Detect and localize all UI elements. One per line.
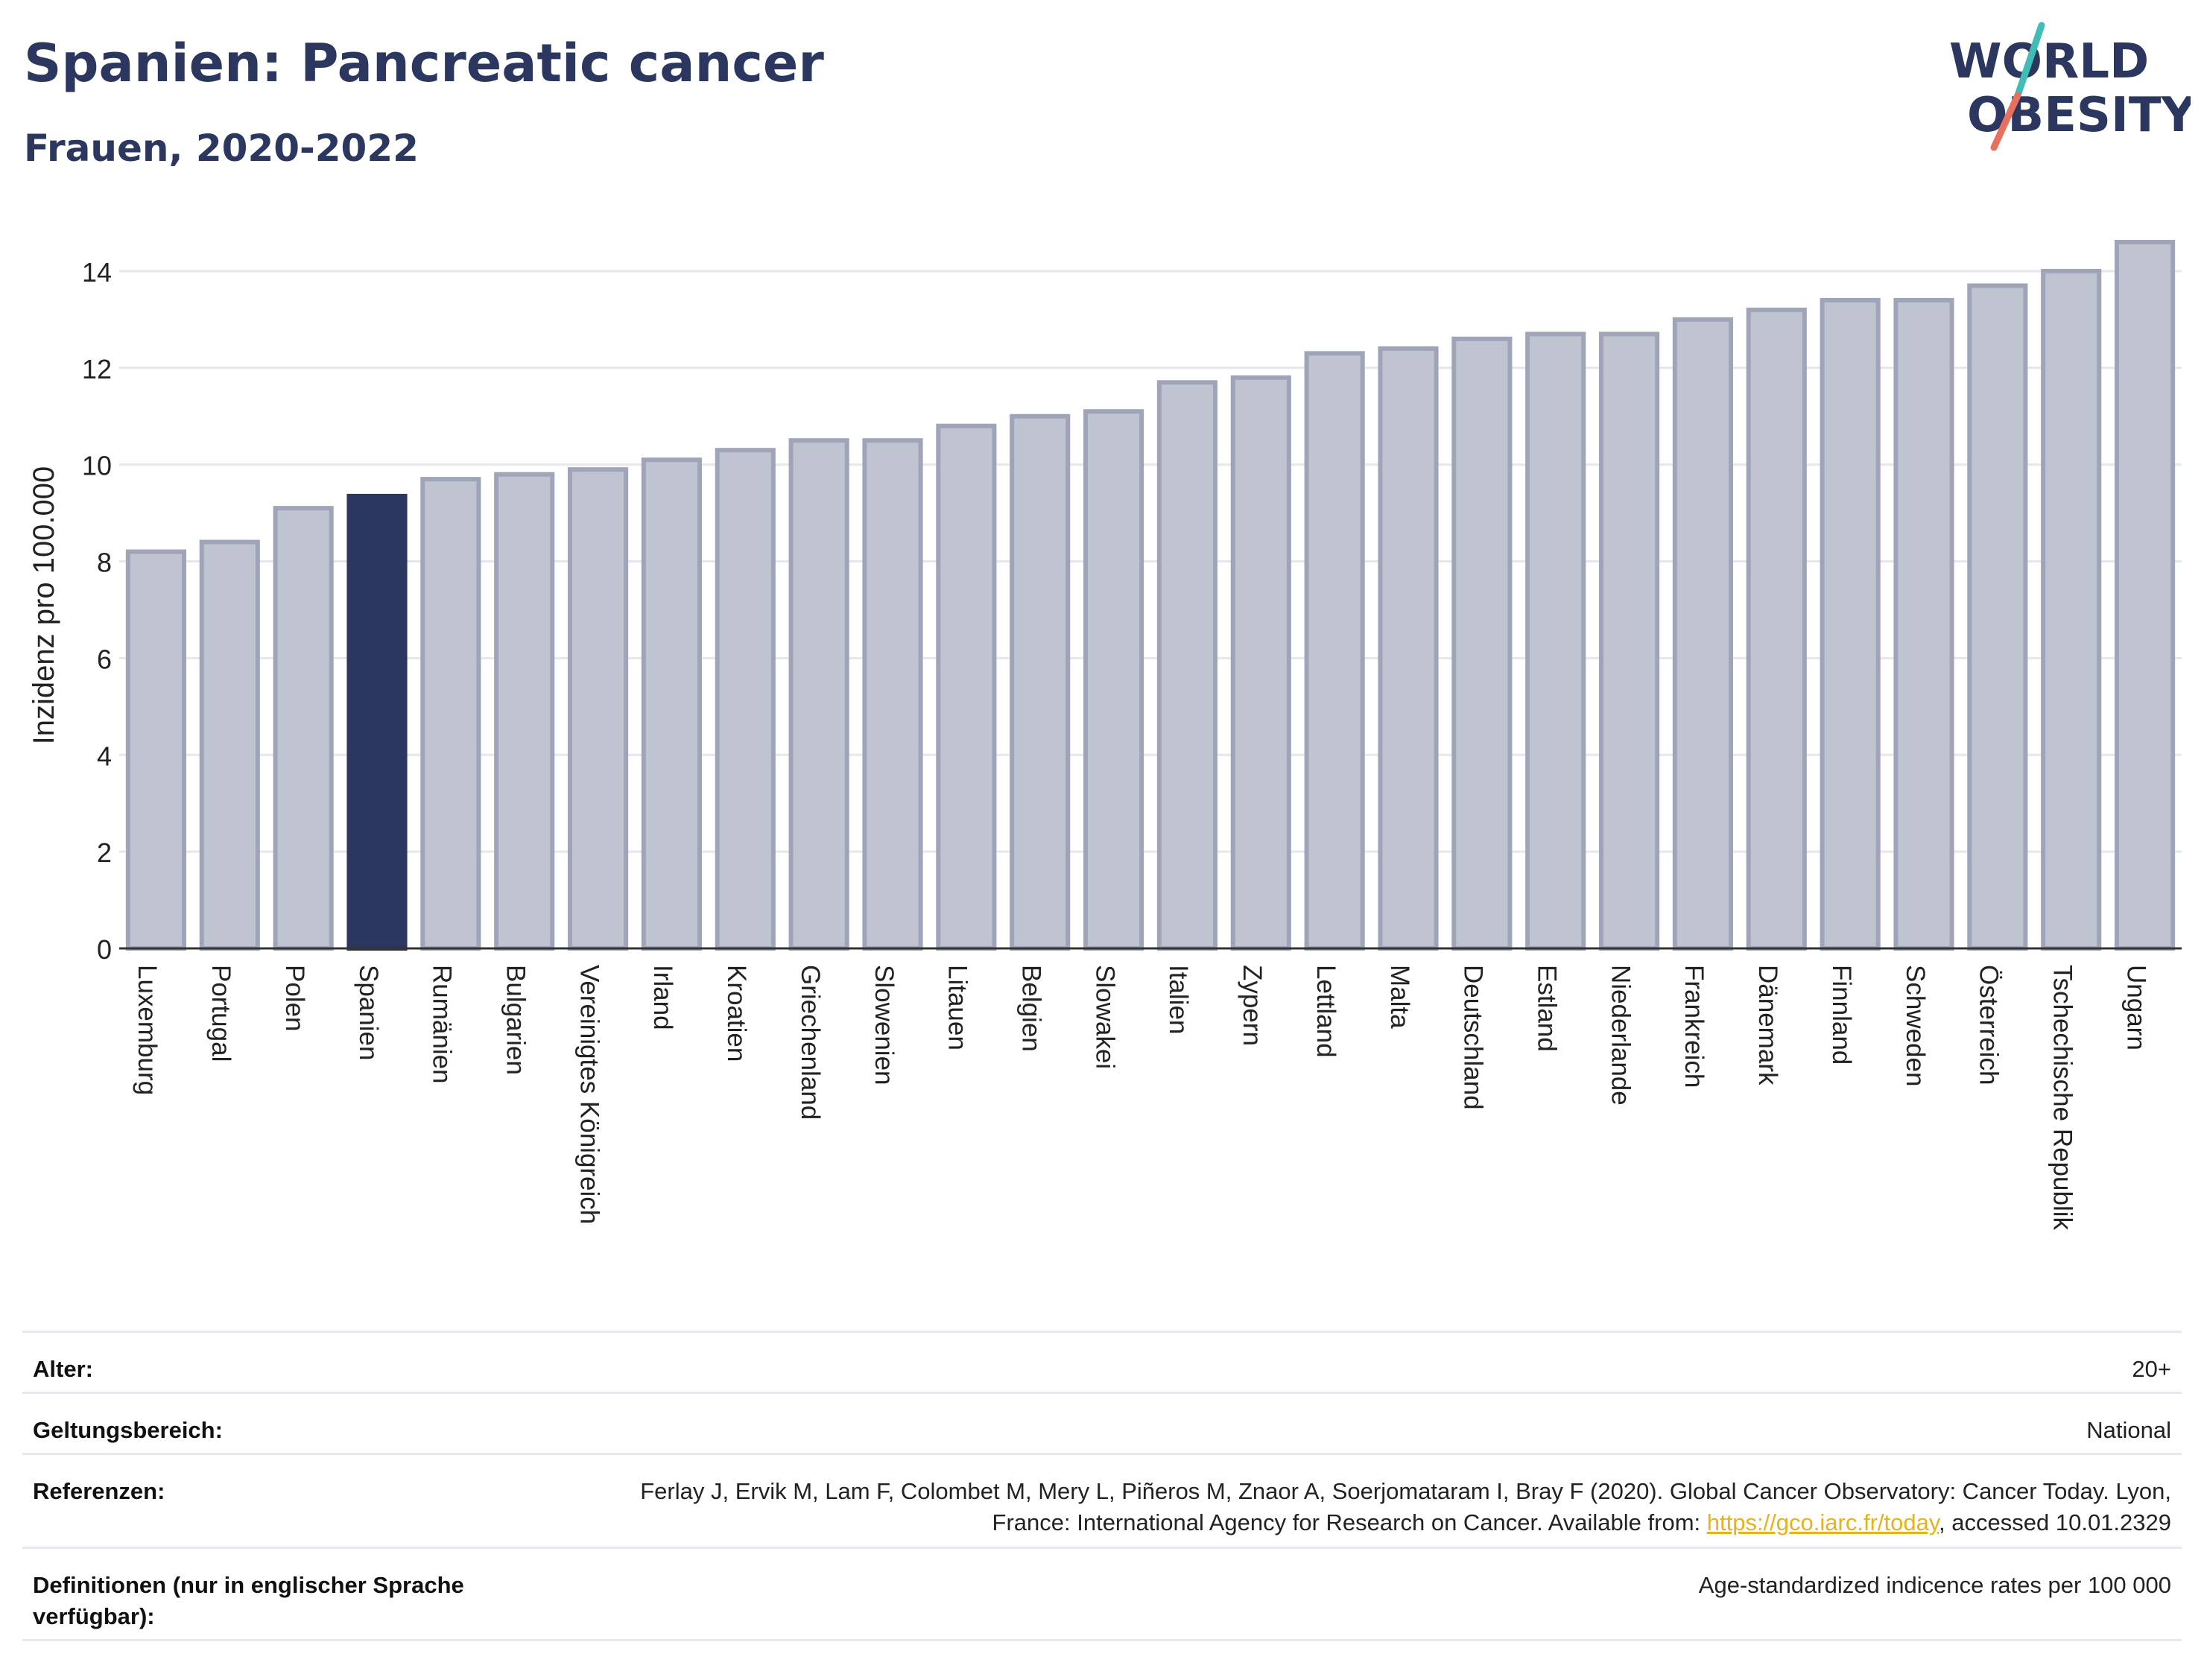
bar-belgien [1010, 413, 1071, 951]
bar-luxemburg [125, 549, 186, 951]
x-tick-label-tschechische-republik: Tschechische Republik [2048, 965, 2077, 1231]
y-tick-labels: 0 2 4 6 8 10 12 14 [82, 257, 112, 965]
bar-litauen [936, 423, 997, 951]
x-tick-label-zypern: Zypern [1238, 965, 1267, 1046]
page-subtitle: Frauen, 2020-2022 [24, 127, 419, 170]
x-tick-label-litauen: Litauen [943, 965, 972, 1050]
bar-rumanien [420, 477, 481, 951]
y-tick-label: 0 [97, 934, 112, 965]
world-obesity-logo: WORLD OBESITY [1949, 22, 2191, 151]
bar-deutschland [1451, 336, 1513, 951]
x-tick-label-slowakei: Slowakei [1090, 965, 1119, 1069]
x-tick-label-danemark: Dänemark [1753, 965, 1782, 1085]
meta-row-definitions: Definitionen (nur in englischer Sprache … [22, 1549, 2182, 1641]
meta-row-scope: Geltungsbereich: National [22, 1394, 2182, 1455]
bar-ungarn [2115, 239, 2176, 951]
y-tick-label: 12 [82, 354, 112, 384]
logo-slash-teal [2014, 22, 2045, 99]
logo-line-1: WORLD [1949, 34, 2149, 89]
bar-kroatien [715, 448, 776, 951]
bar-portugal [199, 539, 260, 951]
references-link[interactable]: https://gco.iarc.fr/today [1706, 1509, 1939, 1535]
x-tick-label-polen: Polen [280, 965, 309, 1032]
metadata-table: Alter: 20+ Geltungsbereich: National Ref… [22, 1331, 2182, 1641]
references-value: Ferlay J, Ervik M, Lam F, Colombet M, Me… [569, 1476, 2171, 1538]
y-tick-label: 6 [97, 644, 112, 674]
x-tick-label-estland: Estland [1532, 965, 1561, 1052]
x-tick-label-schweden: Schweden [1901, 965, 1930, 1086]
bar-italien [1156, 380, 1217, 951]
bar-danemark [1746, 307, 1807, 951]
y-tick-label: 8 [97, 548, 112, 578]
x-tick-label-vereinigtes-konigreich: Vereinigtes Königreich [574, 965, 604, 1224]
bar-zypern [1230, 375, 1291, 951]
bar-finnland [1820, 297, 1881, 951]
bar-vereinigtes-konigreich [568, 467, 629, 951]
x-tick-label-luxemburg: Luxemburg [133, 965, 162, 1095]
x-tick-label-bulgarien: Bulgarien [501, 965, 530, 1075]
bar-irland [641, 457, 702, 951]
x-tick-label-slowenien: Slowenien [870, 965, 899, 1085]
x-tick-label-griechenland: Griechenland [796, 965, 825, 1120]
x-tick-labels: Luxemburg Portugal Polen Spanien Rumänien Bul… [133, 965, 2150, 1231]
bar-slowakei [1083, 409, 1144, 951]
y-tick-label: 2 [97, 837, 112, 868]
x-tick-label-italien: Italien [1164, 965, 1193, 1034]
bars [125, 239, 2176, 951]
scope-value: National [2086, 1417, 2171, 1443]
references-text: Ferlay J, Ervik M, Lam F, Colombet M, Me… [640, 1478, 2171, 1535]
x-tick-label-spanien: Spanien [354, 965, 383, 1060]
x-tick-label-deutschland: Deutschland [1459, 965, 1488, 1110]
x-tick-label-frankreich: Frankreich [1679, 965, 1709, 1088]
meta-row-references: Referenzen: Ferlay J, Ervik M, Lam F, Co… [22, 1455, 2182, 1549]
bar-spanien [346, 493, 408, 951]
scope-label: Geltungsbereich: [33, 1417, 223, 1443]
x-tick-label-rumanien: Rumänien [428, 965, 457, 1084]
age-value: 20+ [2132, 1356, 2171, 1382]
bar-polen [273, 506, 334, 951]
x-tick-label-belgien: Belgien [1016, 965, 1045, 1052]
x-tick-label-portugal: Portugal [206, 965, 235, 1062]
age-label: Alter: [33, 1356, 93, 1382]
bar-griechenland [788, 438, 849, 951]
bar-malta [1378, 346, 1439, 951]
y-tick-label: 14 [82, 257, 112, 288]
bar-schweden [1893, 297, 1954, 951]
bar-slowenien [862, 438, 923, 951]
y-axis-label: Inzidenz pro 100.000 [28, 466, 60, 745]
x-tick-label-malta: Malta [1385, 965, 1414, 1029]
bar-bulgarien [494, 472, 555, 951]
references-label: Referenzen: [33, 1478, 165, 1504]
x-tick-label-osterreich: Österreich [1975, 965, 2004, 1085]
bar-chart: 0 2 4 6 8 10 12 14 Luxemburg Portugal Polen Spanie… [28, 239, 2182, 1231]
x-tick-label-lettland: Lettland [1311, 965, 1340, 1058]
bar-osterreich [1967, 283, 2028, 951]
bar-tschechische-republik [2041, 268, 2102, 951]
bar-frankreich [1672, 317, 1733, 951]
x-tick-label-ungarn: Ungarn [2121, 965, 2150, 1050]
x-tick-label-kroatien: Kroatien [722, 965, 751, 1062]
definitions-label: Definitionen (nur in englischer Sprache … [33, 1572, 464, 1629]
meta-row-age: Alter: 20+ [22, 1333, 2182, 1394]
references-accessed: , accessed 10.01.2329 [1939, 1509, 2171, 1535]
bar-niederlande [1599, 332, 1660, 951]
page-title: Spanien: Pancreatic cancer [24, 33, 824, 94]
x-tick-label-finnland: Finnland [1827, 965, 1856, 1065]
bar-lettland [1304, 351, 1365, 951]
logo-line-2: OBESITY [1967, 88, 2191, 143]
y-tick-label: 10 [82, 451, 112, 481]
bar-estland [1525, 332, 1586, 951]
logo-slash-coral [1990, 92, 2021, 151]
x-tick-label-niederlande: Niederlande [1606, 965, 1635, 1106]
x-tick-label-irland: Irland [648, 965, 677, 1030]
definitions-value: Age-standardized indicence rates per 100… [1698, 1572, 2171, 1598]
y-tick-label: 4 [97, 741, 112, 771]
